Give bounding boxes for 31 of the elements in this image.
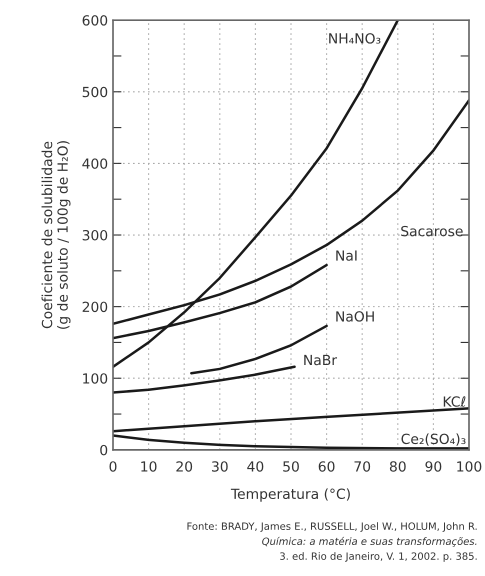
x-axis-title: Temperatura (°C) [230,488,350,502]
y-tick-label: 400 [82,158,108,169]
x-tick-label: 50 [283,461,299,472]
x-tick-label: 20 [176,461,192,472]
line-series [113,366,296,394]
series-label: NH₄NO₃ [329,33,380,44]
y-tick-label: 500 [82,86,108,98]
y-tick-label: 600 [82,15,108,26]
x-tick-label: 100 [457,461,482,472]
series-label: Ce₂(SO₄)₃ [401,433,466,446]
x-tick-label: 80 [390,461,406,472]
y-axis-title: Coeficiente de solubilidade (g de soluto / 100g de H₂O) [42,141,71,329]
x-tick-label: 60 [318,461,335,472]
x-tick-label: 0 [110,461,116,472]
x-tick-label: 70 [354,461,370,472]
x-tick-label: 40 [247,461,264,472]
series-label: NaOH [336,311,374,322]
y-tick-label: 200 [82,302,108,312]
text: Química: a matéria e suas transformações. [262,536,476,547]
series-label: NaI [336,250,357,261]
x-tick-label: 10 [141,461,157,472]
series-label: NaBr [304,354,338,366]
x-tick-label: 30 [212,461,228,472]
text: 3. ed. Rio de Janeiro, V. 1, 2002. p. 385. [280,552,477,562]
source-note: Fonte: BRADY, James E., RUSSELL, Joel W., HOLUM, John R. [187,522,477,532]
y-tick-label: 300 [82,230,108,240]
series-label: KCℓ [444,396,466,407]
y-tick-label: 100 [83,373,108,384]
y-tick-label: 0 [100,444,108,456]
x-tick-label: 90 [425,461,442,472]
text: Sacarose [401,226,463,236]
